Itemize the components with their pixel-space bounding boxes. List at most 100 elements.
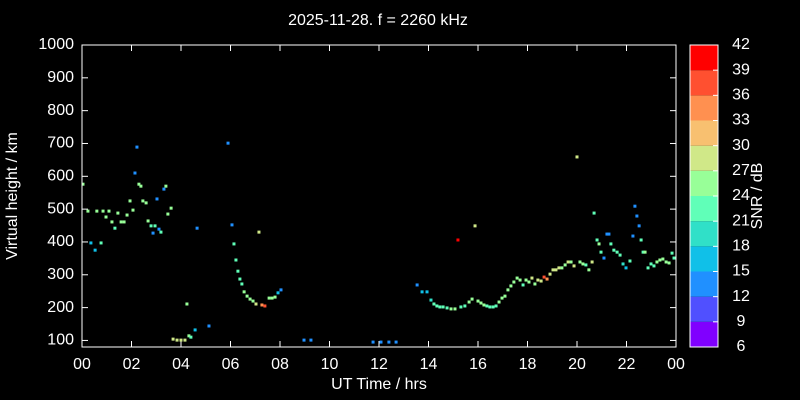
data-point <box>581 262 585 266</box>
data-point <box>643 250 647 254</box>
data-point <box>245 294 249 298</box>
data-point <box>554 268 558 272</box>
colorbar-tick-label: 27 <box>732 162 750 179</box>
colorbar-band <box>690 196 718 222</box>
data-point <box>302 338 306 342</box>
data-point <box>456 238 460 242</box>
data-point <box>500 296 504 300</box>
data-point <box>104 215 108 219</box>
data-point <box>234 258 238 262</box>
data-point <box>655 260 659 264</box>
data-point <box>664 260 668 264</box>
data-point <box>248 297 252 301</box>
data-point <box>169 206 173 210</box>
data-point <box>527 280 531 284</box>
data-point <box>279 288 283 292</box>
data-point <box>119 220 123 224</box>
x-tick-label: 14 <box>420 356 438 373</box>
y-tick-label: 1000 <box>38 36 74 53</box>
data-point <box>533 282 537 286</box>
x-tick-label: 20 <box>568 356 586 373</box>
data-point <box>463 304 467 308</box>
data-point <box>545 277 549 281</box>
data-point <box>137 182 141 186</box>
data-point <box>254 302 258 306</box>
data-point <box>551 268 555 272</box>
data-point <box>624 266 628 270</box>
data-point <box>81 182 85 186</box>
data-point <box>548 272 552 276</box>
data-point <box>276 291 280 295</box>
colorbar-tick-label: 33 <box>732 112 750 129</box>
data-point <box>488 305 492 309</box>
data-point <box>479 301 483 305</box>
colorbar-band <box>690 95 718 121</box>
data-point <box>273 295 277 299</box>
colorbar-tick-label: 9 <box>737 313 746 330</box>
data-point <box>260 303 264 307</box>
data-point <box>146 219 150 223</box>
colorbar-tick-label: 21 <box>732 212 750 229</box>
data-point <box>149 224 153 228</box>
data-point <box>257 230 261 234</box>
data-point <box>605 232 609 236</box>
colorbar-tick-label: 12 <box>732 288 750 305</box>
data-point <box>635 214 639 218</box>
data-point <box>394 340 398 344</box>
data-point <box>670 251 674 255</box>
data-point <box>569 260 573 264</box>
data-point <box>226 141 230 145</box>
data-point <box>183 338 187 342</box>
data-point <box>435 304 439 308</box>
data-point <box>649 262 653 266</box>
data-point <box>599 250 603 254</box>
data-point <box>144 201 148 205</box>
data-point <box>189 335 193 339</box>
colorbar-label: SNR / dB <box>749 163 766 230</box>
data-point <box>171 337 175 341</box>
data-point <box>612 248 616 252</box>
data-point <box>621 262 625 266</box>
data-point <box>607 232 611 236</box>
data-point <box>89 241 93 245</box>
colorbar-band <box>690 120 718 146</box>
data-point <box>267 296 271 300</box>
data-point <box>438 305 442 309</box>
data-point <box>652 264 656 268</box>
colorbar-tick-label: 15 <box>732 263 750 280</box>
colorbar-band <box>690 221 718 247</box>
y-tick-label: 500 <box>47 200 74 217</box>
data-point <box>164 184 168 188</box>
colorbar-tick-label: 42 <box>732 36 750 53</box>
data-point <box>592 211 596 215</box>
data-point <box>524 278 528 282</box>
data-point <box>476 299 480 303</box>
x-tick-label: 02 <box>123 356 141 373</box>
data-point <box>560 266 564 270</box>
data-point <box>371 340 375 344</box>
data-point <box>230 223 234 227</box>
data-point <box>270 296 274 300</box>
data-point <box>542 275 546 279</box>
data-point <box>429 298 433 302</box>
data-point <box>587 268 591 272</box>
y-tick-label: 900 <box>47 69 74 86</box>
colorbar-band <box>690 246 718 272</box>
data-point <box>557 266 561 270</box>
colorbar-tick-label: 24 <box>732 187 750 204</box>
data-point <box>379 340 383 344</box>
data-point <box>491 305 495 309</box>
data-point <box>131 208 135 212</box>
data-point <box>590 260 594 264</box>
data-point <box>415 283 419 287</box>
data-point <box>251 299 255 303</box>
data-point <box>658 258 662 262</box>
colorbar-tick-label: 6 <box>737 338 746 355</box>
colorbar-band <box>690 145 718 171</box>
data-point <box>195 226 199 230</box>
data-point <box>122 220 126 224</box>
data-point <box>425 290 429 294</box>
x-tick-label: 06 <box>222 356 240 373</box>
data-point <box>113 226 117 230</box>
colorbar-tick-label: 36 <box>732 87 750 104</box>
